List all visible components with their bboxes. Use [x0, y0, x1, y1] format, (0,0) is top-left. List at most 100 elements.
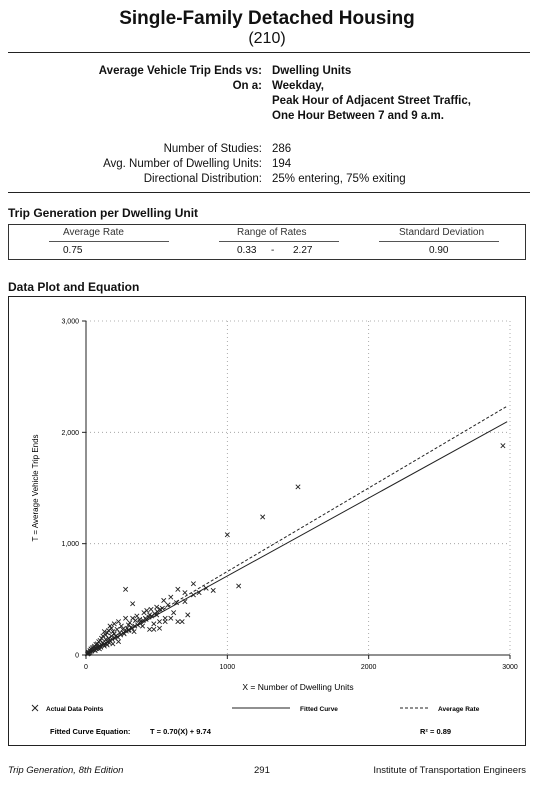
- data-point: [179, 619, 185, 625]
- x-tick-label: 1000: [220, 664, 236, 671]
- data-point-stroke: [137, 619, 143, 625]
- data-point-stroke: [132, 623, 138, 629]
- std-dev-header: Standard Deviation: [399, 227, 485, 238]
- data-point-stroke: [114, 626, 120, 632]
- data-point-stroke: [224, 532, 230, 538]
- data-point: [86, 649, 92, 655]
- data-point: [185, 612, 191, 618]
- on-label: On a:: [232, 80, 262, 92]
- data-point-stroke: [171, 610, 177, 616]
- data-point-stroke: [147, 626, 153, 632]
- data-point-stroke: [115, 619, 122, 625]
- data-point: [131, 629, 137, 635]
- data-point-stroke: [130, 615, 136, 621]
- on-line-1: Weekday,: [272, 80, 324, 92]
- std-dev-value: 0.90: [429, 245, 449, 256]
- data-point: [144, 607, 150, 613]
- data-point: [120, 630, 126, 636]
- data-point-stroke: [196, 590, 202, 596]
- data-point: [112, 635, 118, 641]
- distribution-label: Directional Distribution:: [143, 173, 262, 185]
- range-header: Range of Rates: [237, 227, 307, 238]
- rate-table: Average Rate Range of Rates Standard Dev…: [8, 224, 526, 260]
- data-point-stroke: [236, 583, 242, 589]
- data-point: [123, 615, 129, 621]
- data-point-stroke: [110, 629, 116, 635]
- data-point-stroke: [95, 645, 101, 651]
- data-point: [168, 594, 174, 600]
- data-point-stroke: [108, 625, 114, 631]
- data-point: [175, 619, 181, 625]
- table-rule: [49, 241, 169, 242]
- data-point-stroke: [103, 632, 109, 638]
- data-point-stroke: [182, 599, 188, 605]
- data-point: [190, 592, 196, 598]
- data-point-stroke: [161, 597, 167, 603]
- plot-frame: [8, 296, 526, 746]
- data-point-stroke: [154, 604, 160, 610]
- data-point-stroke: [168, 594, 174, 600]
- legend-average-label: Average Rate: [438, 706, 480, 713]
- data-point-stroke: [123, 615, 129, 621]
- data-point-stroke: [151, 626, 157, 632]
- data-point: [210, 587, 216, 593]
- data-point-stroke: [148, 606, 154, 612]
- data-point: [173, 600, 179, 606]
- data-point: [100, 633, 106, 639]
- data-point: [130, 601, 136, 607]
- data-point: [146, 614, 152, 620]
- data-point: [224, 532, 230, 538]
- x-tick-label: 3000: [502, 664, 518, 671]
- data-point-stroke: [123, 586, 129, 592]
- average-rate-header: Average Rate: [63, 227, 124, 238]
- data-point: [151, 621, 157, 627]
- data-point: [147, 626, 153, 632]
- data-point: [110, 629, 116, 635]
- data-point-stroke: [260, 514, 266, 520]
- data-point: [500, 443, 506, 449]
- on-line-3: One Hour Between 7 and 9 a.m.: [272, 110, 444, 122]
- data-point: [140, 623, 146, 629]
- x-tick-label: 2000: [361, 664, 377, 671]
- table-rule: [379, 241, 499, 242]
- data-point-stroke: [157, 606, 163, 612]
- data-point-stroke: [112, 635, 118, 641]
- data-point-stroke: [118, 623, 124, 629]
- data-point: [103, 632, 109, 638]
- data-point-stroke: [175, 619, 181, 625]
- trip-generation-title: Trip Generation per Dwelling Unit: [8, 206, 199, 220]
- page-number: 291: [254, 765, 270, 776]
- x-axis-label: X = Number of Dwelling Units: [242, 682, 353, 692]
- page-title: Single-Family Detached Housing: [119, 8, 415, 29]
- legend-actual-points: [31, 704, 39, 712]
- data-point: [168, 615, 174, 621]
- data-point-stroke: [131, 629, 137, 635]
- data-point: [165, 602, 171, 608]
- data-point: [104, 630, 110, 636]
- data-point: [115, 619, 122, 625]
- data-point: [148, 606, 154, 612]
- data-point-stroke: [101, 643, 107, 649]
- data-point-stroke: [185, 612, 191, 618]
- data-point-stroke: [179, 619, 185, 625]
- data-point: [109, 636, 115, 642]
- data-point-stroke: [156, 619, 163, 625]
- data-point-stroke: [190, 581, 196, 587]
- data-point: [157, 606, 163, 612]
- data-point: [94, 646, 100, 652]
- data-point: [101, 641, 107, 647]
- data-point-stroke: [107, 623, 113, 629]
- data-point-stroke: [132, 617, 138, 624]
- data-point-stroke: [106, 635, 112, 641]
- data-point: [203, 585, 209, 591]
- divider: [8, 52, 530, 53]
- range-high-value: 2.27: [293, 245, 313, 256]
- data-point-stroke: [109, 636, 115, 642]
- data-point-stroke: [110, 641, 116, 647]
- data-point-stroke: [104, 630, 110, 636]
- data-point: [171, 610, 177, 616]
- fitted-curve-line: [85, 421, 508, 655]
- studies-value: 286: [272, 143, 292, 155]
- data-point: [130, 615, 136, 621]
- data-point: [260, 514, 266, 520]
